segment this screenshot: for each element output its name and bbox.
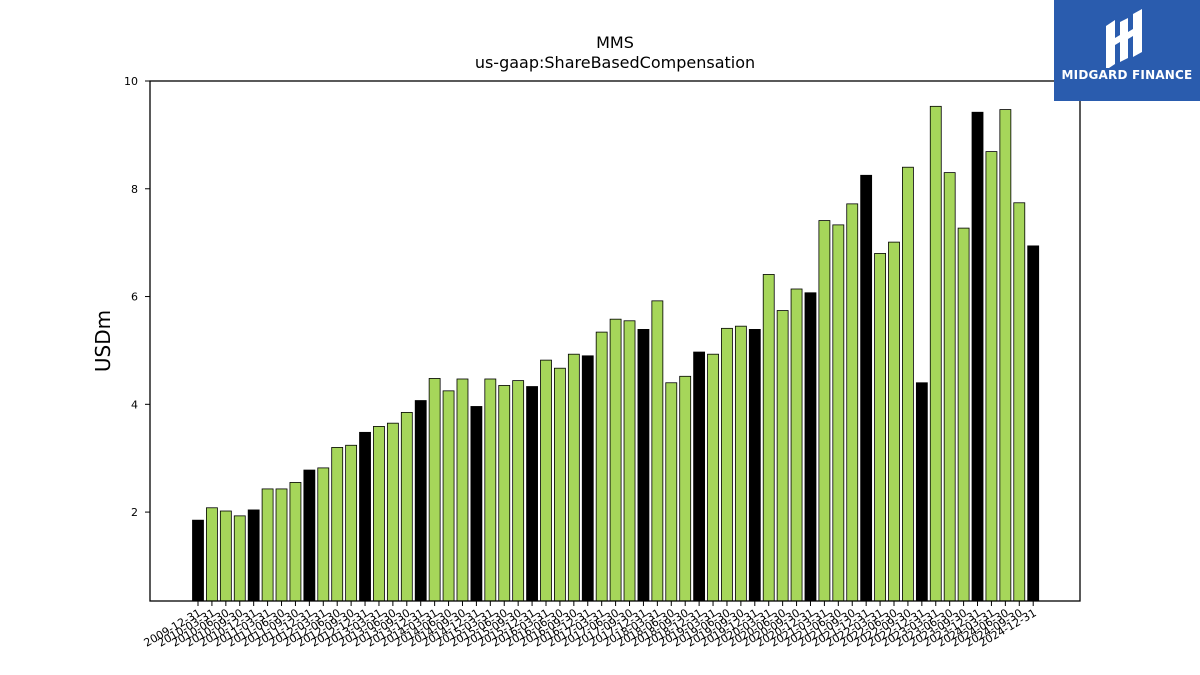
bar-2011-06-30 [275, 488, 288, 602]
bar-2010-03-31 [206, 507, 218, 602]
bar-2017-06-30 [609, 318, 622, 602]
bar-2024-03-31 [985, 151, 998, 602]
bar-2024-12-31 [1027, 245, 1040, 602]
bar-2009-12-31 [192, 519, 204, 602]
bar-2014-06-30 [442, 390, 455, 602]
bar-2016-12-31 [581, 355, 594, 602]
midgard-finance-logo-icon [1106, 9, 1142, 68]
bar-2012-12-31 [359, 431, 371, 602]
bar-2021-09-30 [846, 203, 859, 602]
bar-2011-03-31 [261, 488, 274, 602]
bar-2021-12-31 [860, 174, 873, 602]
bar-2014-12-31 [470, 406, 483, 602]
bar-2019-06-30 [721, 327, 733, 602]
y-tick-label: 4 [131, 398, 138, 411]
bar-2014-03-31 [428, 378, 441, 602]
bar-2020-09-30 [790, 288, 803, 602]
bar-2011-12-31 [303, 469, 316, 602]
bar-2016-03-31 [540, 359, 552, 602]
y-tick-label: 2 [131, 506, 138, 519]
bar-2016-09-30 [567, 353, 580, 602]
bar-2017-12-31 [637, 329, 650, 602]
bar-2018-12-31 [693, 351, 706, 602]
bar-2013-06-30 [386, 422, 399, 602]
chart-subtitle: us-gaap:ShareBasedCompensation [475, 53, 755, 72]
y-tick-label: 8 [131, 183, 138, 196]
bar-2023-06-30 [943, 172, 956, 602]
bar-2020-06-30 [776, 310, 789, 602]
midgard-finance-logo: MIDGARD FINANCE [1054, 0, 1200, 101]
bar-2015-06-30 [498, 385, 511, 602]
bar-2018-03-31 [651, 300, 664, 602]
bar-2022-06-30 [888, 241, 900, 602]
bar-2010-09-30 [233, 515, 246, 602]
bar-2017-09-30 [623, 320, 636, 602]
bar-2010-12-31 [247, 509, 260, 602]
bar-2011-09-30 [289, 482, 302, 602]
logo-text: MIDGARD FINANCE [1061, 68, 1193, 82]
bar-2013-03-31 [373, 426, 385, 602]
bar-2019-09-30 [734, 325, 747, 602]
bar-2018-06-30 [665, 382, 678, 602]
bar-2015-09-30 [512, 380, 525, 602]
bar-2012-06-30 [331, 447, 344, 602]
bar-2016-06-30 [554, 367, 566, 602]
bar-2023-09-30 [957, 227, 970, 602]
bar-2023-12-31 [971, 111, 984, 602]
bar-2015-03-31 [484, 378, 497, 602]
bar-2012-03-31 [317, 467, 330, 602]
bar-2024-09-30 [1013, 202, 1026, 602]
bar-2013-09-30 [400, 411, 413, 602]
bar-2020-12-31 [804, 292, 817, 602]
bar-2021-06-30 [832, 224, 845, 602]
bar-2017-03-31 [595, 331, 608, 602]
x-axis-ticks: 2009-12-312010-03-312010-06-302010-09-30… [142, 601, 1039, 650]
bar-2022-03-31 [874, 253, 886, 602]
bar-2015-12-31 [526, 386, 538, 602]
bar-2020-03-31 [762, 274, 775, 602]
chart-title: MMS [596, 33, 634, 52]
bar-2021-03-31 [818, 220, 831, 602]
bar-2022-09-30 [902, 166, 914, 602]
bar-2012-09-30 [345, 444, 358, 602]
bar-2019-03-31 [707, 353, 719, 602]
bar-2023-03-31 [929, 105, 942, 602]
bars-group [192, 105, 1040, 602]
plot-frame [149, 80, 1081, 602]
bar-2022-12-31 [915, 382, 928, 602]
bar-2014-09-30 [456, 378, 469, 602]
bar-2024-06-30 [999, 109, 1012, 602]
bar-2019-12-31 [748, 329, 761, 602]
y-axis-label: USDm [91, 310, 115, 372]
y-axis-ticks: 2 4 6 8 10 [124, 75, 150, 519]
bar-2013-12-31 [414, 400, 427, 602]
bar-2018-09-30 [679, 375, 692, 602]
y-tick-label: 6 [131, 291, 138, 304]
bar-2010-06-30 [219, 510, 232, 602]
y-tick-label: 10 [124, 75, 138, 88]
